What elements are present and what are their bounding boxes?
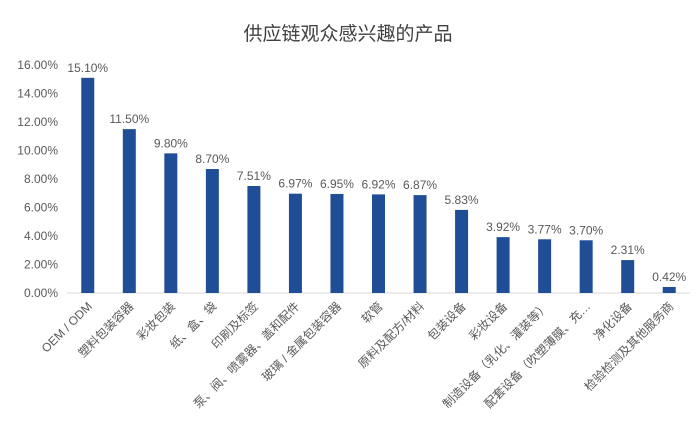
y-tick-label: 10.00% [17, 144, 58, 158]
bar [455, 209, 469, 293]
bar [579, 240, 593, 293]
bar [288, 193, 302, 293]
bar [122, 129, 136, 293]
bar [81, 77, 95, 293]
bar [496, 237, 510, 293]
data-label: 6.87% [403, 178, 437, 192]
x-tick-label: 包装设备 [425, 299, 469, 343]
data-label: 6.97% [278, 177, 312, 191]
x-tick-label: 软管 [358, 299, 386, 327]
x-tick-label: 玻璃 / 金属包装容器 [259, 299, 345, 385]
chart-title: 供应链观众感兴趣的产品 [243, 23, 452, 45]
data-label: 7.51% [237, 169, 271, 183]
data-label: 8.70% [195, 152, 229, 166]
data-label: 3.77% [528, 222, 562, 236]
bar [662, 287, 676, 293]
y-tick-label: 2.00% [24, 258, 58, 272]
bar [330, 193, 344, 293]
y-tick-label: 12.00% [17, 115, 58, 129]
y-tick-label: 0.00% [24, 286, 58, 300]
bar [205, 169, 219, 293]
y-tick-label: 4.00% [24, 229, 58, 243]
data-label: 9.80% [154, 136, 188, 150]
data-label: 0.42% [652, 270, 686, 284]
y-tick-label: 14.00% [17, 87, 58, 101]
data-label: 6.92% [361, 177, 395, 191]
data-label: 2.31% [611, 243, 645, 257]
data-label: 6.95% [320, 177, 354, 191]
bar [538, 239, 552, 293]
bar [621, 260, 635, 293]
data-label: 3.92% [486, 220, 520, 234]
y-tick-label: 6.00% [24, 201, 58, 215]
bar [247, 185, 261, 293]
bar [164, 153, 178, 293]
data-label: 5.83% [445, 193, 479, 207]
data-label: 3.70% [569, 223, 603, 237]
bar [413, 195, 427, 293]
data-label: 15.10% [67, 61, 108, 75]
data-label: 11.50% [109, 112, 149, 126]
y-tick-label: 16.00% [17, 58, 58, 72]
y-tick-label: 8.00% [24, 172, 58, 186]
bar [372, 194, 385, 293]
